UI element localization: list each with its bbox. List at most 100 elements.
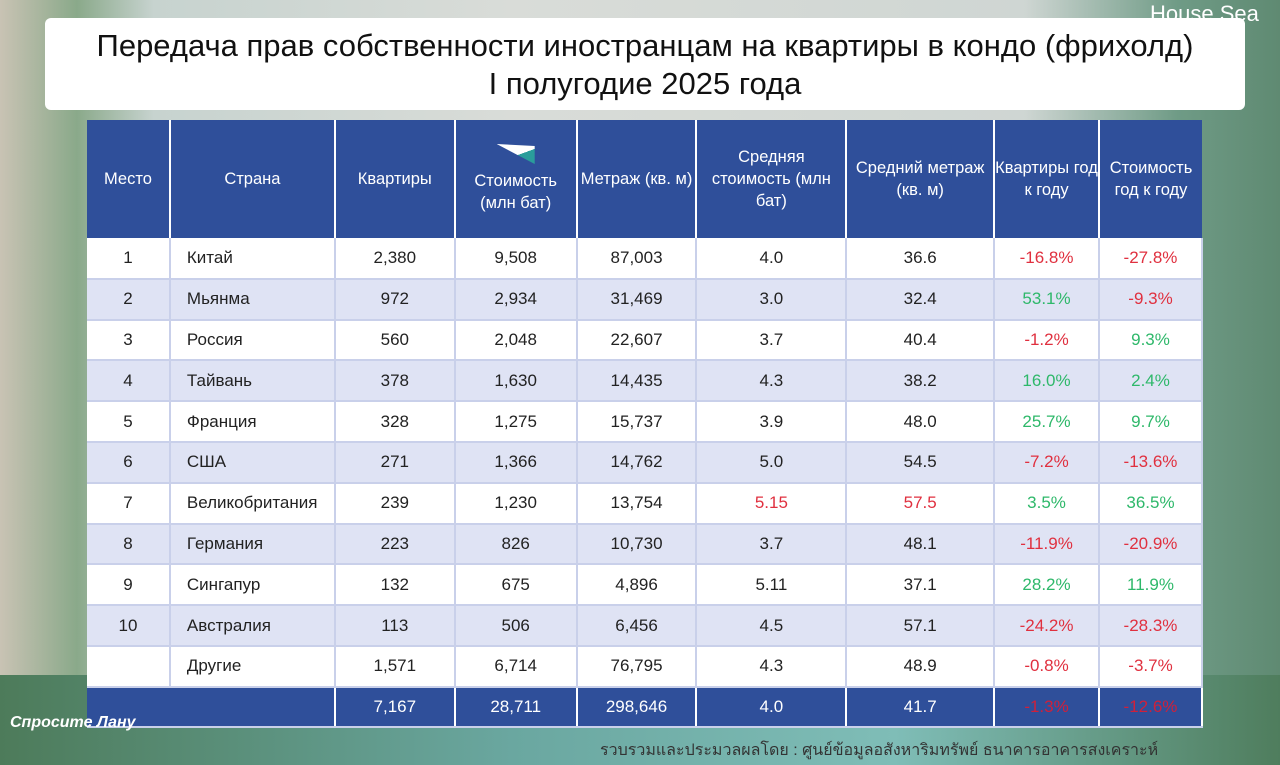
table-cell: 378 bbox=[334, 360, 456, 403]
column-header: Стоимость (млн бат) bbox=[454, 120, 578, 238]
total-cell: -1.3% bbox=[994, 686, 1100, 728]
table-cell: 53.1% bbox=[994, 278, 1100, 321]
total-cell: 298,646 bbox=[576, 686, 698, 728]
table-cell: 6,714 bbox=[454, 645, 578, 688]
table-cell: 14,435 bbox=[576, 360, 698, 403]
title-line-2: I полугодие 2025 года bbox=[488, 66, 802, 101]
table-cell: 4 bbox=[87, 360, 171, 403]
table-row: 10 Австралия 113 506 6,456 4.5 57.1 -24.2% -28.3… bbox=[87, 605, 1204, 647]
table-cell: -16.8% bbox=[994, 238, 1100, 280]
table-cell: -28.3% bbox=[1098, 605, 1204, 647]
table-cell: -13.6% bbox=[1098, 441, 1204, 484]
title-box: Передача прав собственности иностранцам … bbox=[45, 18, 1245, 110]
table-cell: 826 bbox=[454, 523, 578, 566]
column-header-label: Страна bbox=[224, 170, 281, 188]
table-cell: 1,275 bbox=[454, 401, 578, 443]
total-cell: 4.0 bbox=[696, 686, 848, 728]
table-cell: 76,795 bbox=[576, 645, 698, 688]
table-cell: 1 bbox=[87, 238, 171, 280]
table-cell: 9.3% bbox=[1098, 319, 1204, 362]
table-row: 6 США 271 1,366 14,762 5.0 54.5 -7.2% -13.6% bbox=[87, 441, 1204, 484]
table-cell: 10 bbox=[87, 605, 171, 647]
table-cell: 1,571 bbox=[334, 645, 456, 688]
column-header-label: Место bbox=[104, 170, 152, 188]
column-header: Место bbox=[87, 120, 171, 238]
table-cell: 6,456 bbox=[576, 605, 698, 647]
table-cell: 4.3 bbox=[696, 360, 848, 403]
logo-mark-icon bbox=[496, 144, 535, 164]
table-row: 7 Великобритания 239 1,230 13,754 5.15 57.5 3.5… bbox=[87, 482, 1204, 525]
table-cell: Сингапур bbox=[169, 564, 336, 607]
table-cell: 5.0 bbox=[696, 441, 848, 484]
table-cell: 4.3 bbox=[696, 645, 848, 688]
table-cell: 32.4 bbox=[846, 278, 996, 321]
table-cell: 14,762 bbox=[576, 441, 698, 484]
table-cell: 675 bbox=[454, 564, 578, 607]
table-cell: Россия bbox=[169, 319, 336, 362]
table-row: 8 Германия 223 826 10,730 3.7 48.1 -11.9% -20.9% bbox=[87, 523, 1204, 566]
table-cell: Франция bbox=[169, 401, 336, 443]
table-cell: 37.1 bbox=[846, 564, 996, 607]
table-cell: 3.5% bbox=[994, 482, 1100, 525]
table-cell: 1,366 bbox=[454, 441, 578, 484]
table-cell: 271 bbox=[334, 441, 456, 484]
table-cell: 972 bbox=[334, 278, 456, 321]
table-cell: 2,934 bbox=[454, 278, 578, 321]
column-header: Средняя стоимость (млн бат) bbox=[696, 120, 848, 238]
table-cell: 2,380 bbox=[334, 238, 456, 280]
table-cell: 132 bbox=[334, 564, 456, 607]
table-row: 4 Тайвань 378 1,630 14,435 4.3 38.2 16.0% 2.4% bbox=[87, 360, 1204, 403]
table-cell: -0.8% bbox=[994, 645, 1100, 688]
table-cell: 7 bbox=[87, 482, 171, 525]
table-cell: 1,630 bbox=[454, 360, 578, 403]
table-cell: 3.9 bbox=[696, 401, 848, 443]
total-row: 7,167 28,711 298,646 4.0 41.7 -1.3% -12.6% bbox=[87, 686, 1204, 728]
table-cell: 5.15 bbox=[696, 482, 848, 525]
table-cell: 3.0 bbox=[696, 278, 848, 321]
table-cell: 8 bbox=[87, 523, 171, 566]
table-cell: 2,048 bbox=[454, 319, 578, 362]
table-cell: Китай bbox=[169, 238, 336, 280]
table-cell: 57.5 bbox=[846, 482, 996, 525]
table-cell: 22,607 bbox=[576, 319, 698, 362]
title-line-1: Передача прав собственности иностранцам … bbox=[96, 28, 1194, 63]
table-cell: 560 bbox=[334, 319, 456, 362]
table-row: 2 Мьянма 972 2,934 31,469 3.0 32.4 53.1% -9.3% bbox=[87, 278, 1204, 321]
column-header: Квартиры год к году bbox=[994, 120, 1100, 238]
total-cell: 28,711 bbox=[454, 686, 578, 728]
table-cell: 48.0 bbox=[846, 401, 996, 443]
total-cell: 7,167 bbox=[334, 686, 456, 728]
table-cell: -11.9% bbox=[994, 523, 1100, 566]
table-cell: -3.7% bbox=[1098, 645, 1204, 688]
house-sea-logo: House Sea bbox=[1150, 1, 1259, 26]
table-cell: 3.7 bbox=[696, 523, 848, 566]
source-note: รวบรวมและประมวลผลโดย : ศูนย์ข้อมูลอสังหา… bbox=[600, 742, 1159, 759]
table-cell: Тайвань bbox=[169, 360, 336, 403]
total-cell: 41.7 bbox=[846, 686, 996, 728]
table-cell: Другие bbox=[169, 645, 336, 688]
column-header-label: Стоимость (млн бат) bbox=[474, 172, 557, 212]
table-cell: -1.2% bbox=[994, 319, 1100, 362]
table-cell: Мьянма bbox=[169, 278, 336, 321]
column-header: Стоимость год к году bbox=[1098, 120, 1202, 238]
table-cell: 87,003 bbox=[576, 238, 698, 280]
column-header-label: Стоимость год к году bbox=[1109, 159, 1193, 199]
column-header-label: Средняя стоимость (млн бат) bbox=[711, 148, 831, 210]
table-cell: 48.1 bbox=[846, 523, 996, 566]
table-cell: -24.2% bbox=[994, 605, 1100, 647]
table-cell: 36.5% bbox=[1098, 482, 1204, 525]
table-row: Другие 1,571 6,714 76,795 4.3 48.9 -0.8% -3.7% bbox=[87, 645, 1204, 688]
table-cell: 4.5 bbox=[696, 605, 848, 647]
table-cell: 48.9 bbox=[846, 645, 996, 688]
table-cell: -7.2% bbox=[994, 441, 1100, 484]
table-cell: 28.2% bbox=[994, 564, 1100, 607]
table-cell: США bbox=[169, 441, 336, 484]
table-cell: Германия bbox=[169, 523, 336, 566]
table-cell: 36.6 bbox=[846, 238, 996, 280]
table-cell: 11.9% bbox=[1098, 564, 1204, 607]
column-header-label: Метраж (кв. м) bbox=[580, 170, 693, 188]
table-cell: 6 bbox=[87, 441, 171, 484]
table-cell: 5.11 bbox=[696, 564, 848, 607]
table-cell: 506 bbox=[454, 605, 578, 647]
table-cell: 2 bbox=[87, 278, 171, 321]
